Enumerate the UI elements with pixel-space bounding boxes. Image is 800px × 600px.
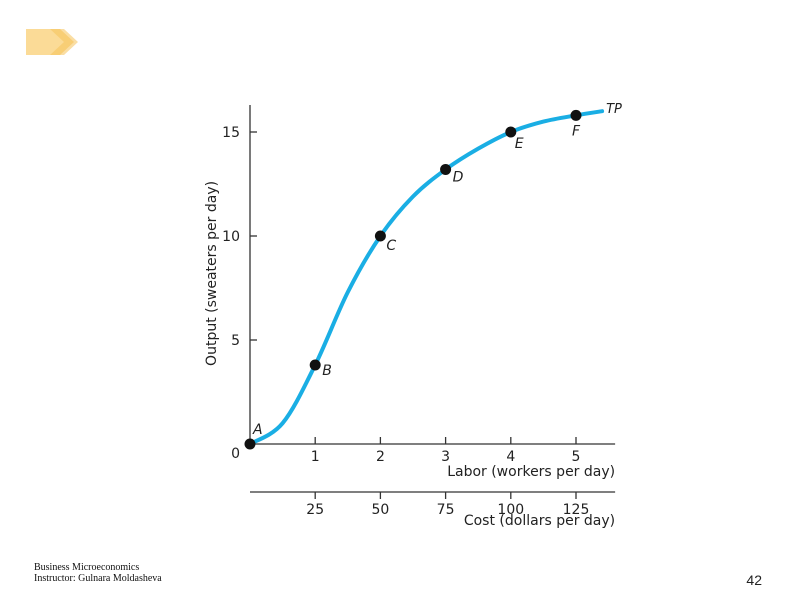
x-tick-label: 1 (311, 449, 320, 465)
x-tick-label: 2 (376, 449, 385, 465)
point-label-d: D (453, 169, 464, 185)
point-label-b: B (322, 363, 332, 379)
origin-label: 0 (231, 446, 240, 462)
cost-tick-label: 25 (306, 502, 324, 518)
point-f (570, 109, 582, 121)
labels-layer: TP A B C D E F (252, 102, 622, 438)
course-name: Business Microeconomics (34, 562, 140, 573)
point-a (244, 438, 256, 450)
point-label-e: E (515, 136, 524, 152)
tp-curve (248, 109, 605, 446)
y-tick-label: 10 (222, 229, 240, 245)
diamond-arrow-icon (26, 29, 78, 55)
point-b (309, 359, 321, 371)
x-tick-label: 4 (506, 449, 515, 465)
series-label-tp: TP (606, 102, 622, 117)
point-label-f: F (572, 123, 581, 139)
x-axis-title: Labor (workers per day) (447, 464, 615, 480)
point-label-c: C (386, 238, 396, 254)
instructor-name: Instructor: Gulnara Moldasheva (34, 573, 162, 584)
cost-tick-label: 100 (497, 502, 524, 518)
point-d (440, 163, 452, 175)
y-axis-title: Output (sweaters per day) (204, 181, 220, 366)
points-layer (244, 109, 582, 450)
tp-curve-layer (248, 109, 605, 446)
y-tick-label: 15 (222, 125, 240, 141)
axes: 5 10 15 0 1 2 3 4 5 25 50 75 100 125 Labor (workers pe… (204, 104, 616, 529)
cost-tick-label: 50 (371, 502, 389, 518)
point-e (505, 126, 517, 138)
point-label-a: A (252, 422, 263, 438)
x-tick-label: 3 (441, 449, 450, 465)
point-c (374, 230, 386, 242)
x-tick-label: 5 (572, 449, 581, 465)
cost-axis-title: Cost (dollars per day) (464, 513, 615, 529)
cost-tick-label: 125 (563, 502, 590, 518)
y-tick-label: 5 (231, 333, 240, 349)
page-number: 42 (746, 572, 762, 588)
cost-tick-label: 75 (437, 502, 455, 518)
footer-credits: Business Microeconomics Instructor: Guln… (34, 562, 162, 584)
